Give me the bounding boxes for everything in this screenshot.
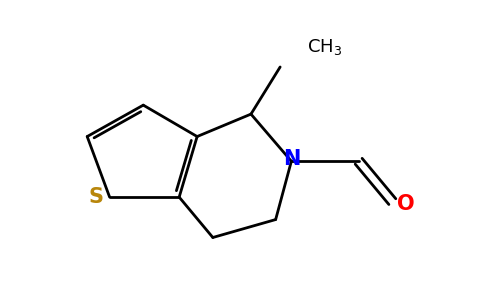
Text: S: S [89,187,104,207]
Text: N: N [283,149,300,169]
Text: CH$_3$: CH$_3$ [307,37,342,57]
Text: O: O [397,194,415,214]
